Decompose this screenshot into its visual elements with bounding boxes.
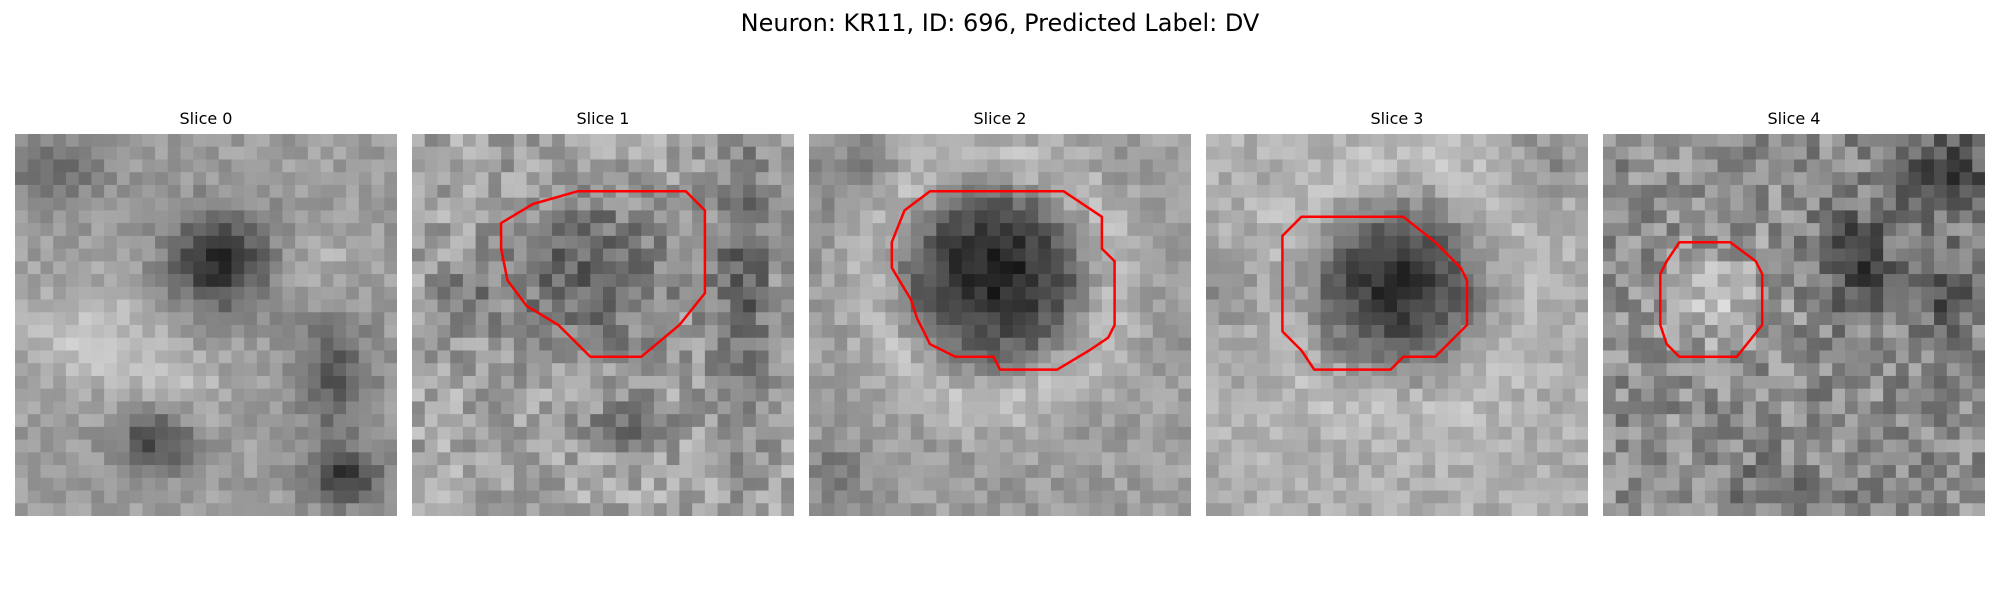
slice-image [15,134,397,516]
roi-contour [890,190,1116,371]
slice-image [1603,134,1985,516]
slice-title: Slice 0 [179,109,233,128]
roi-contour [1659,240,1764,359]
roi-contour [1281,215,1469,371]
figure-title: Neuron: KR11, ID: 696, Predicted Label: … [740,9,1260,37]
slice-image [809,134,1191,516]
micrograph-pixels [1603,134,1985,516]
micrograph-pixels [412,134,794,516]
slice-title: Slice 2 [973,109,1027,128]
slice-title: Slice 3 [1370,109,1424,128]
roi-contour [499,190,707,359]
micrograph-pixels [809,134,1191,516]
slice-image [412,134,794,516]
micrograph-pixels [1206,134,1588,516]
slice-title: Slice 4 [1767,109,1821,128]
micrograph-pixels [15,134,397,516]
slice-title: Slice 1 [576,109,630,128]
slice-image [1206,134,1588,516]
